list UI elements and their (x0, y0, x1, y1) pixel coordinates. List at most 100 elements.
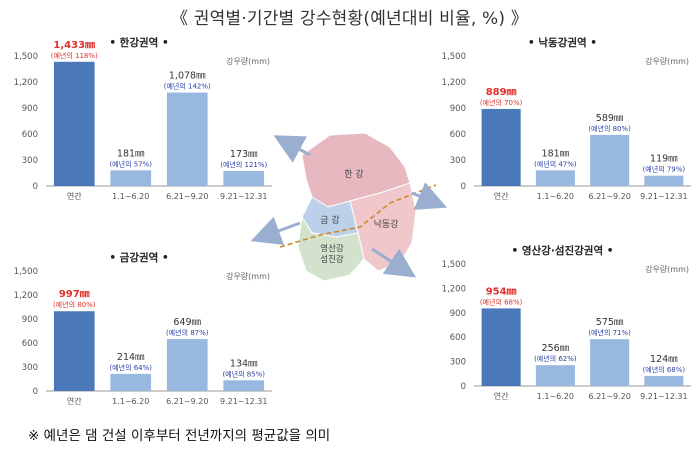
chart-panel-yeongsan: • 영산강·섬진강권역 • 강우량(mm) 1,500 1,200 900 600 300 0… (428, 240, 699, 412)
y-tick-label: 300 (450, 156, 466, 166)
ratio-label: (예년의 62%) (534, 354, 577, 363)
ratio-label: (예년의 47%) (534, 159, 577, 168)
ratio-label: (예년의 121%) (220, 160, 267, 169)
bar-han-3 (223, 171, 265, 186)
y-tick-label: 900 (22, 315, 38, 325)
x-tick-label: 1.1~6.20 (112, 192, 149, 201)
value-label: 575㎜ (596, 317, 624, 328)
chart-title-geum: • 금강권역 • (109, 251, 168, 264)
map-label-nakdong: 낙동강 (374, 219, 399, 230)
x-tick-label: 연간 (494, 191, 509, 201)
bar-nakdong-1 (535, 170, 575, 186)
x-tick-label: 1.1~6.20 (537, 192, 574, 201)
bar-yeongsan-0 (481, 308, 521, 386)
x-tick-label: 1.1~6.20 (537, 392, 574, 401)
y-tick-label: 1,200 (442, 284, 466, 294)
bar-yeongsan-2 (590, 339, 630, 386)
bar-geum-3 (223, 380, 265, 391)
value-label: 119㎜ (650, 154, 678, 165)
bar-nakdong-3 (644, 175, 684, 186)
y-tick-label: 900 (22, 104, 38, 114)
x-tick-label: 1.1~6.20 (112, 397, 149, 406)
arrow-to-han (273, 135, 311, 163)
chart-svg-geum: • 금강권역 •강우량(mm)1,5001,2009006003000997㎜(… (14, 251, 272, 406)
arrow-to-yeongsan (371, 247, 417, 278)
map-label-geum: 금 강 (320, 215, 339, 226)
y-tick-label: 1,500 (14, 267, 38, 277)
y-tick-label: 1,200 (442, 78, 466, 88)
value-label: 181㎜ (117, 148, 145, 159)
y-tick-label: 1,200 (14, 291, 38, 301)
value-label: 173㎜ (230, 149, 258, 160)
map-region-yeongsan (297, 215, 365, 282)
x-tick-label: 연간 (67, 396, 82, 406)
map-label-yeongsan: 영산강 (320, 243, 344, 254)
value-label: 181㎜ (542, 148, 570, 159)
ratio-label: (예년의 64%) (109, 363, 152, 372)
value-label: 997㎜ (59, 289, 90, 300)
y-tick-label: 1,500 (442, 52, 466, 62)
value-label: 1,433㎜ (53, 40, 95, 51)
ratio-label: (예년의 68%) (643, 365, 686, 374)
chart-svg-han: • 한강권역 • 강우량(mm) 1,500 1,200 900 600 300 0 1,433… (14, 36, 272, 201)
chart-panel-nakdong: • 낙동강권역 • 강우량(mm) 1,500 1,200 900 600 300 0 889㎜… (428, 32, 699, 212)
page-title: 《 권역별·기간별 강수현황(예년대비 비율, %) 》 (170, 9, 529, 29)
y-tick-label: 0 (33, 182, 38, 192)
footnote: ※ 예년은 댐 건설 이후부터 전년까지의 평균값을 의미 (28, 428, 331, 444)
y-tick-label: 900 (450, 104, 466, 114)
ratio-label: (예년의 79%) (643, 165, 686, 174)
bar-nakdong-2 (590, 134, 630, 186)
chart-svg-nakdong: • 낙동강권역 • 강우량(mm) 1,500 1,200 900 600 300 0 889㎜… (442, 36, 691, 201)
y-tick-label: 0 (33, 387, 38, 397)
bar-yeongsan-1 (535, 365, 575, 386)
ratio-label: (예년의 80%) (53, 300, 96, 309)
ratio-label: (예년의 80%) (588, 124, 631, 133)
ratio-label: (예년의 118%) (51, 51, 98, 60)
unit-label-han: 강우량(mm) (226, 56, 270, 66)
value-label: 954㎜ (486, 286, 517, 297)
x-tick-label: 6.21~9.20 (588, 392, 630, 401)
y-tick-label: 600 (450, 130, 466, 140)
bar-yeongsan-3 (644, 375, 684, 386)
value-label: 1,078㎜ (169, 71, 206, 82)
y-tick-label: 900 (450, 309, 466, 319)
x-tick-label: 6.21~9.20 (166, 397, 208, 406)
ratio-label: (예년의 142%) (164, 82, 211, 91)
y-tick-label: 300 (450, 358, 466, 368)
chart-panel-geum: • 금강권역 • 강우량(mm) 1,500 1,200 900 600 300 0 997㎜(… (0, 247, 280, 417)
bar-geum-0 (53, 311, 95, 391)
map-label-seomjin: 섬진강 (320, 254, 344, 265)
y-tick-label: 600 (450, 333, 466, 343)
y-tick-label: 0 (461, 182, 466, 192)
x-tick-label: 연간 (494, 391, 509, 401)
chart-svg-yeongsan: • 영산강·섬진강권역 • 강우량(mm) 1,500 1,200 900 600 300 0… (442, 244, 691, 401)
value-label: 134㎜ (230, 358, 258, 369)
chart-title-han: • 한강권역 • (109, 36, 168, 49)
value-label: 589㎜ (596, 113, 624, 124)
bar-geum-1 (110, 373, 152, 391)
y-tick-label: 300 (22, 156, 38, 166)
x-tick-label: 9.21~12.31 (640, 392, 687, 401)
y-tick-label: 600 (22, 130, 38, 140)
ratio-label: (예년의 85%) (222, 369, 265, 378)
y-tick-label: 1,500 (442, 260, 466, 270)
y-tick-label: 300 (22, 363, 38, 373)
chart-panel-han: • 한강권역 • 강우량(mm) 1,500 1,200 900 600 300 0 1,433… (0, 32, 280, 212)
y-tick-label: 0 (461, 382, 466, 392)
x-tick-label: 9.21~12.31 (220, 192, 267, 201)
ratio-label: (예년의 70%) (480, 98, 523, 107)
x-tick-label: 9.21~12.31 (220, 397, 267, 406)
unit-label-yeongsan: 강우량(mm) (645, 264, 689, 274)
x-tick-label: 6.21~9.20 (588, 192, 630, 201)
x-tick-label: 연간 (67, 191, 82, 201)
bar-han-0 (53, 61, 95, 186)
y-tick-label: 600 (22, 339, 38, 349)
value-label: 649㎜ (173, 317, 201, 328)
arrow-to-nakdong (411, 182, 448, 210)
unit-label-geum: 강우량(mm) (226, 271, 270, 281)
arrow-to-geum (250, 216, 301, 245)
chart-title-yeongsan: • 영산강·섬진강권역 • (511, 244, 613, 257)
map-label-han: 한 강 (344, 169, 363, 180)
bar-han-2 (166, 92, 208, 186)
bar-han-1 (110, 170, 152, 186)
